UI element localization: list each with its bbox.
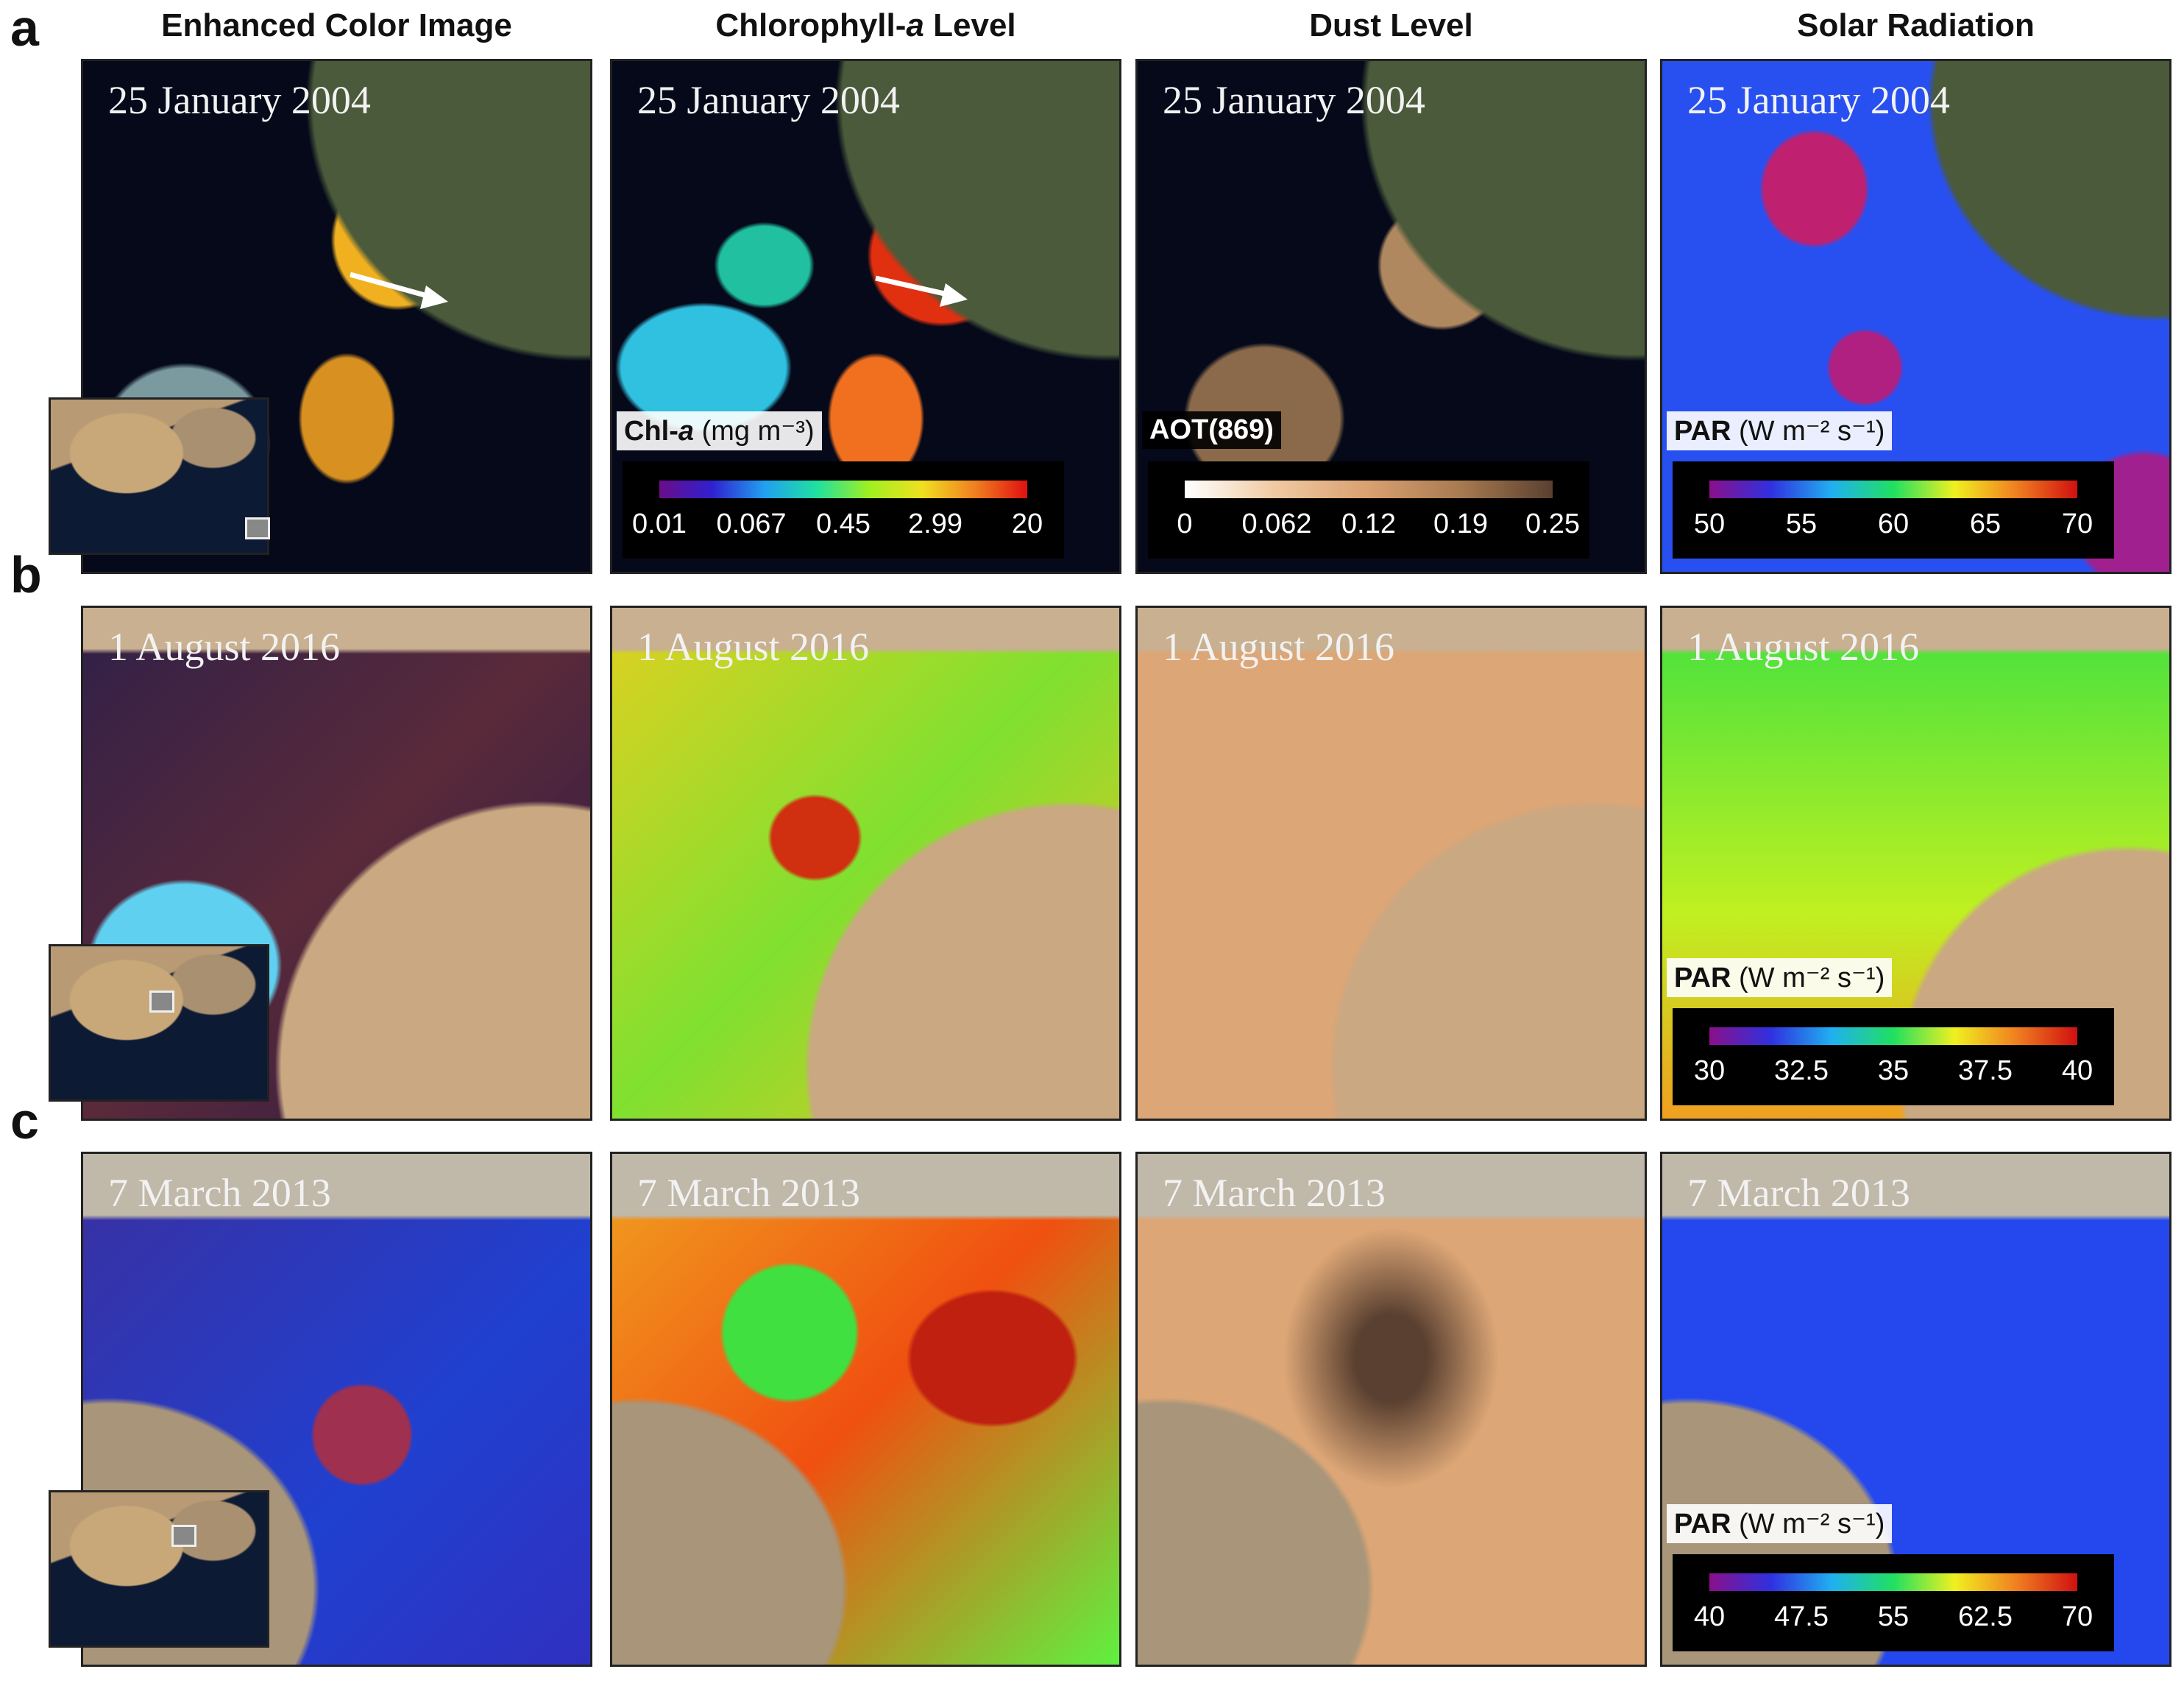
column-header: Solar Radiation — [1660, 7, 2171, 44]
legend-unit: (W m⁻² s⁻¹) — [1738, 1509, 1885, 1539]
colorbar — [659, 481, 1027, 498]
date-label: 25 January 2004 — [108, 78, 371, 122]
colorbar — [1709, 1027, 2077, 1045]
colorbar-tick-label: 2.99 — [908, 509, 962, 539]
header-part: Level — [923, 7, 1016, 43]
legend-label-part: PAR — [1674, 963, 1731, 993]
colorbar-box: 0.01 0.067 0.45 2.99 20 — [623, 461, 1064, 559]
map-panel: 25 January 2004 AOT(869) 0 0.062 0.12 0.19 0.2… — [1135, 59, 1647, 574]
colorbar-tick-label: 0.062 — [1241, 509, 1312, 539]
legend-label: AOT(869) — [1142, 411, 1281, 449]
colorbar-tick-label: 65 — [1969, 509, 2002, 539]
colorbar-tick-label: 32.5 — [1774, 1055, 1829, 1086]
date-label: 1 August 2016 — [1163, 625, 1395, 669]
colorbar-tick-label: 0.19 — [1433, 509, 1488, 539]
inset-map — [49, 1490, 269, 1648]
legend-label-part: AOT(869) — [1149, 414, 1274, 445]
colorbar-tick-label: 40 — [2061, 1055, 2093, 1086]
legend-unit: (W m⁻² s⁻¹) — [1738, 963, 1885, 993]
column-header: Enhanced Color Image — [81, 7, 592, 44]
map-panel: 25 January 2004 PAR (W m⁻² s⁻¹) 50 55 60 65 70 — [1660, 59, 2171, 574]
inset-map — [49, 944, 269, 1102]
legend-label: PAR (W m⁻² s⁻¹) — [1667, 411, 1893, 450]
column-header: Dust Level — [1135, 7, 1647, 44]
legend-label: PAR (W m⁻² s⁻¹) — [1667, 1504, 1893, 1543]
header-part: a — [906, 7, 924, 43]
colorbar-tick-label: 0 — [1177, 509, 1193, 539]
row-label: a — [10, 0, 39, 57]
colorbar-box: 40 47.5 55 62.5 70 — [1673, 1554, 2114, 1651]
colorbar-tick-label: 35 — [1877, 1055, 1910, 1086]
row-label: c — [10, 1092, 39, 1149]
map-panel: 7 March 2013 PAR (W m⁻² s⁻¹) 40 47.5 55 62.5 7… — [1660, 1152, 2171, 1667]
date-label: 1 August 2016 — [108, 625, 341, 669]
map-panel: 1 August 2016 PAR (W m⁻² s⁻¹) 30 32.5 35 37.5… — [1660, 606, 2171, 1121]
colorbar — [1185, 481, 1553, 498]
row-label: b — [10, 546, 42, 603]
legend-label-part: PAR — [1674, 416, 1731, 447]
legend-label-part: a — [678, 416, 695, 447]
legend-label: PAR (W m⁻² s⁻¹) — [1667, 958, 1893, 997]
date-label: 1 August 2016 — [637, 625, 870, 669]
date-label: 7 March 2013 — [108, 1171, 331, 1215]
colorbar-tick-label: 0.25 — [1525, 509, 1580, 539]
colorbar-box: 0 0.062 0.12 0.19 0.25 — [1148, 461, 1589, 559]
colorbar — [1709, 481, 2077, 498]
date-label: 25 January 2004 — [1687, 78, 1950, 122]
inset-marker — [149, 991, 174, 1013]
map-panel: 1 August 2016 — [610, 606, 1121, 1121]
legend-label-part: PAR — [1674, 1509, 1731, 1539]
colorbar-tick-label: 0.01 — [632, 509, 687, 539]
colorbar-tick-label: 60 — [1877, 509, 1910, 539]
colorbar-tick-label: 47.5 — [1774, 1601, 1829, 1632]
legend-unit: (mg m⁻³) — [701, 416, 815, 447]
colorbar-tick-label: 20 — [1011, 509, 1043, 539]
legend-label-part: Chl- — [624, 416, 678, 447]
inset-marker — [171, 1525, 196, 1547]
inset-map — [49, 397, 270, 555]
colorbar-box: 50 55 60 65 70 — [1673, 461, 2114, 559]
arrow — [875, 275, 968, 307]
header-part: Chlorophyll- — [715, 7, 907, 43]
colorbar-tick-label: 30 — [1693, 1055, 1726, 1086]
arrow — [350, 272, 448, 309]
header-part: Solar Radiation — [1797, 7, 2035, 43]
colorbar-tick-label: 0.45 — [816, 509, 871, 539]
date-label: 7 March 2013 — [1687, 1171, 1910, 1215]
colorbar-tick-label: 50 — [1693, 509, 1726, 539]
colorbar — [1709, 1573, 2077, 1591]
date-label: 1 August 2016 — [1687, 625, 1920, 669]
map-panel: 1 August 2016 — [1135, 606, 1647, 1121]
colorbar-box: 30 32.5 35 37.5 40 — [1673, 1008, 2114, 1105]
inset-marker — [245, 517, 270, 539]
colorbar-tick-label: 55 — [1877, 1601, 1910, 1632]
date-label: 25 January 2004 — [1163, 78, 1425, 122]
legend-label: Chl-a (mg m⁻³) — [617, 411, 822, 450]
header-part: Enhanced Color Image — [161, 7, 512, 43]
map-panel: 7 March 2013 — [1135, 1152, 1647, 1667]
colorbar-tick-label: 0.12 — [1341, 509, 1396, 539]
date-label: 7 March 2013 — [1163, 1171, 1386, 1215]
colorbar-tick-label: 70 — [2061, 1601, 2093, 1632]
colorbar-tick-label: 40 — [1693, 1601, 1726, 1632]
colorbar-tick-label: 0.067 — [716, 509, 787, 539]
date-label: 25 January 2004 — [637, 78, 900, 122]
colorbar-tick-label: 55 — [1785, 509, 1818, 539]
colorbar-tick-label: 37.5 — [1958, 1055, 2013, 1086]
column-header: Chlorophyll-a Level — [610, 7, 1121, 44]
map-panel: 25 January 2004 Chl-a (mg m⁻³) 0.01 0.067 0.… — [610, 59, 1121, 574]
colorbar-tick-label: 70 — [2061, 509, 2093, 539]
map-panel: 7 March 2013 — [610, 1152, 1121, 1667]
header-part: Dust Level — [1309, 7, 1473, 43]
legend-unit: (W m⁻² s⁻¹) — [1738, 416, 1885, 447]
colorbar-tick-label: 62.5 — [1958, 1601, 2013, 1632]
date-label: 7 March 2013 — [637, 1171, 860, 1215]
